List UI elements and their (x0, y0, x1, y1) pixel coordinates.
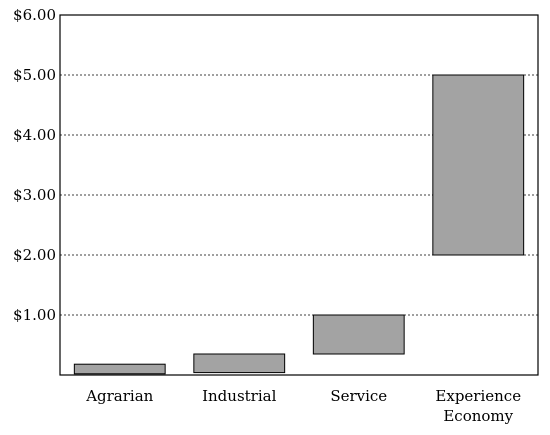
y-tick-label: $1.00 (13, 306, 56, 324)
x-category-label: Service (330, 387, 387, 405)
bar-experience-economy (432, 74, 525, 256)
bar-industrial (193, 353, 286, 374)
x-category-label: Industrial (202, 387, 276, 405)
bar-service (312, 314, 405, 355)
y-tick-label: $4.00 (13, 126, 56, 144)
x-category-label: Experience Economy (435, 387, 521, 425)
bar-agrarian (73, 363, 166, 375)
y-tick-label: $5.00 (13, 66, 56, 84)
bars (73, 74, 525, 375)
plot-frame (59, 14, 539, 376)
y-tick-label: $6.00 (13, 6, 56, 24)
y-tick-label: $3.00 (13, 186, 56, 204)
x-category-label: Agrarian (85, 387, 153, 405)
x-axis-category-labels: Agrarian Industrial Service Experience Econo… (85, 387, 521, 425)
y-axis-tick-labels: $1.00 $2.00 $3.00 $4.00 $5.00 $6.00 (13, 6, 56, 324)
y-tick-label: $2.00 (13, 246, 56, 264)
